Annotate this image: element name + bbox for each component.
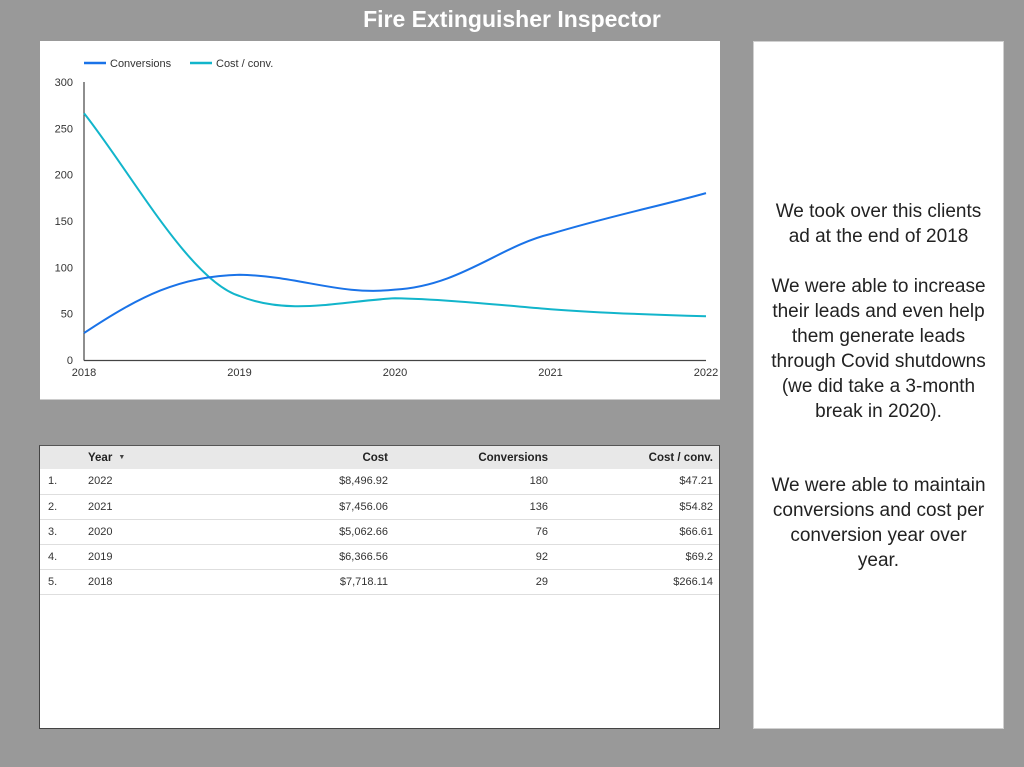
legend-item-conversions[interactable]: Conversions bbox=[84, 58, 172, 70]
x-axis-labels: 2018 2019 2020 2021 2022 bbox=[72, 367, 718, 379]
cell-cost: $5,062.66 bbox=[339, 525, 388, 538]
cell-cost-per-conv: $47.21 bbox=[679, 475, 713, 488]
page-title: Fire Extinguisher Inspector bbox=[363, 6, 661, 32]
note-line: ad at the end of 2018 bbox=[788, 226, 969, 247]
legend-label-cost-per-conv: Cost / conv. bbox=[216, 58, 273, 70]
header-cost-per-conv[interactable]: Cost / conv. bbox=[648, 451, 713, 464]
data-table: Year ▼ Cost Conversions Cost / conv. 1. 2… bbox=[40, 446, 719, 595]
note-line: through Covid shutdowns bbox=[771, 351, 986, 372]
row-index: 2. bbox=[48, 500, 58, 513]
notes-panel: We took over this clients ad at the end … bbox=[753, 41, 1004, 729]
cell-cost-per-conv: $66.61 bbox=[679, 525, 713, 538]
cell-conversions: 76 bbox=[535, 525, 548, 538]
note-line: We were able to maintain bbox=[771, 475, 986, 496]
table-row: 5. 2018 $7,718.11 29 $266.14 bbox=[40, 569, 719, 594]
header-year-label: Year bbox=[88, 451, 113, 464]
cell-year: 2019 bbox=[88, 550, 113, 563]
y-axis-labels: 0 50 100 150 200 250 300 bbox=[55, 77, 73, 367]
line-chart: Conversions Cost / conv. 0 50 100 150 20… bbox=[40, 41, 720, 400]
cell-conversions: 136 bbox=[529, 500, 548, 513]
legend-label-conversions: Conversions bbox=[110, 58, 172, 70]
x-tick-label: 2022 bbox=[694, 367, 718, 379]
table-row: 4. 2019 $6,366.56 92 $69.2 bbox=[40, 544, 719, 569]
y-tick-label: 0 bbox=[67, 355, 73, 367]
note-paragraph-2: We were able to increase their leads and… bbox=[754, 274, 1003, 424]
cell-year: 2022 bbox=[88, 475, 113, 488]
table-row: 2. 2021 $7,456.06 136 $54.82 bbox=[40, 494, 719, 519]
table-row: 1. 2022 $8,496.92 180 $47.21 bbox=[40, 469, 719, 494]
x-tick-label: 2019 bbox=[227, 367, 251, 379]
row-index: 1. bbox=[48, 475, 58, 488]
row-index: 3. bbox=[48, 525, 58, 538]
y-tick-label: 100 bbox=[55, 262, 73, 274]
header-index bbox=[40, 446, 80, 469]
cell-conversions: 29 bbox=[535, 575, 548, 588]
row-index: 4. bbox=[48, 550, 58, 563]
cell-cost: $6,366.56 bbox=[339, 550, 388, 563]
note-paragraph-3: We were able to maintain conversions and… bbox=[754, 473, 1003, 573]
y-tick-label: 50 bbox=[61, 309, 73, 321]
cell-conversions: 180 bbox=[529, 475, 548, 488]
note-line: them generate leads bbox=[791, 326, 966, 347]
note-line: their leads and even help bbox=[772, 301, 985, 322]
data-table-panel: Year ▼ Cost Conversions Cost / conv. 1. 2… bbox=[39, 445, 720, 729]
note-paragraph-1: We took over this clients ad at the end … bbox=[754, 199, 1003, 249]
series-line-conversions bbox=[83, 192, 707, 334]
note-line: We were able to increase bbox=[771, 276, 986, 297]
header-cost[interactable]: Cost bbox=[362, 451, 388, 464]
y-tick-label: 200 bbox=[55, 170, 73, 182]
table-row: 3. 2020 $5,062.66 76 $66.61 bbox=[40, 519, 719, 544]
header-year[interactable]: Year ▼ bbox=[80, 446, 210, 469]
note-line: We took over this clients bbox=[775, 201, 982, 222]
note-line: conversions and cost per bbox=[772, 500, 985, 521]
legend-item-cost-per-conv[interactable]: Cost / conv. bbox=[190, 58, 273, 70]
cell-year: 2020 bbox=[88, 525, 113, 538]
cell-year: 2021 bbox=[88, 500, 113, 513]
row-index: 5. bbox=[48, 575, 58, 588]
chart-svg: Conversions Cost / conv. 0 50 100 150 20… bbox=[55, 58, 719, 379]
cell-cost-per-conv: $69.2 bbox=[685, 550, 713, 563]
cell-cost: $8,496.92 bbox=[339, 475, 388, 488]
y-tick-label: 150 bbox=[55, 216, 73, 228]
table-header-row: Year ▼ Cost Conversions Cost / conv. bbox=[40, 446, 719, 469]
note-line: (we did take a 3-month bbox=[781, 376, 976, 397]
cell-year: 2018 bbox=[88, 575, 113, 588]
chart-legend: Conversions Cost / conv. bbox=[84, 58, 273, 70]
y-tick-label: 300 bbox=[55, 77, 73, 89]
sort-desc-icon[interactable]: ▼ bbox=[118, 453, 126, 461]
header-conversions[interactable]: Conversions bbox=[478, 451, 548, 464]
note-line: break in 2020). bbox=[815, 401, 942, 422]
x-tick-label: 2020 bbox=[383, 367, 407, 379]
note-line: year. bbox=[857, 550, 900, 571]
cell-conversions: 92 bbox=[535, 550, 548, 563]
cell-cost: $7,456.06 bbox=[339, 500, 388, 513]
series-line-cost-per-conv bbox=[83, 112, 707, 318]
cell-cost: $7,718.11 bbox=[339, 575, 388, 588]
x-tick-label: 2018 bbox=[72, 367, 96, 379]
x-tick-label: 2021 bbox=[538, 367, 562, 379]
y-tick-label: 250 bbox=[55, 123, 73, 135]
cell-cost-per-conv: $266.14 bbox=[673, 575, 713, 588]
cell-cost-per-conv: $54.82 bbox=[679, 500, 713, 513]
note-line: conversion year over bbox=[790, 525, 967, 546]
